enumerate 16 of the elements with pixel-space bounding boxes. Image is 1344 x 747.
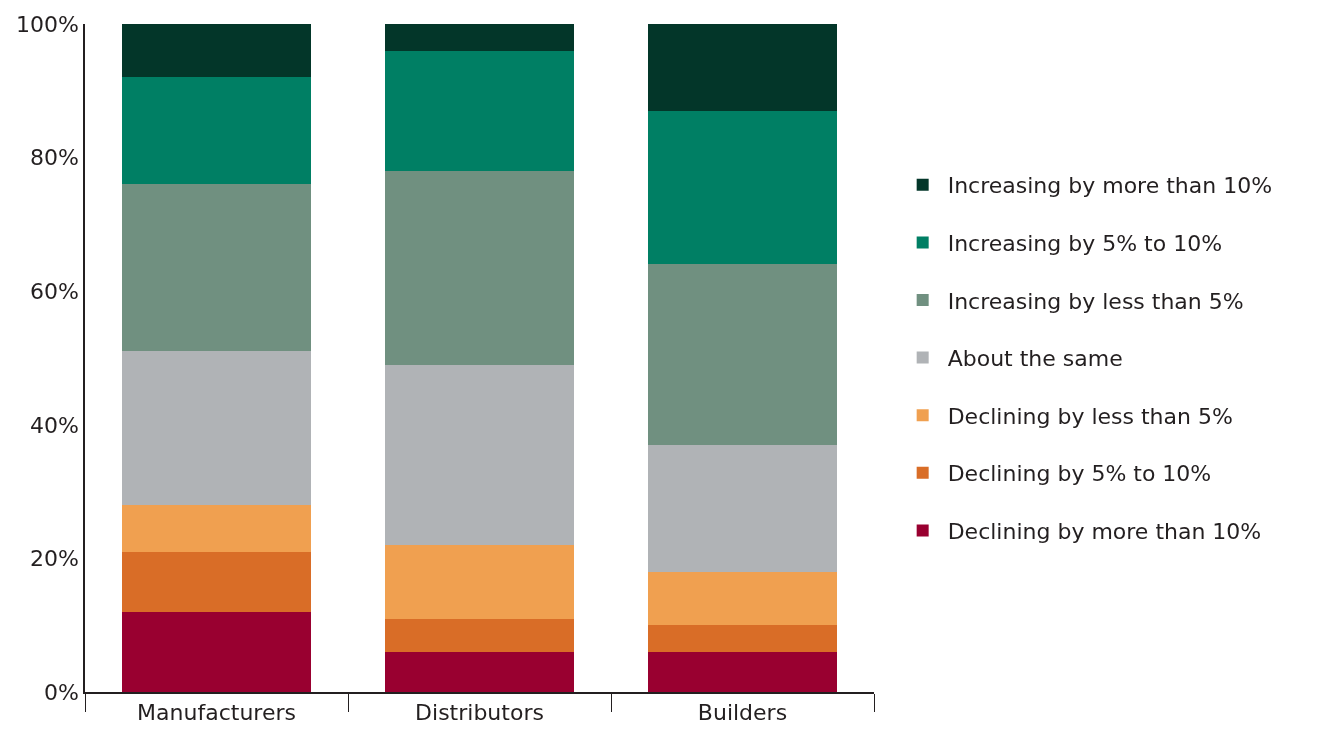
legend-label: Increasing by less than 5% [947, 288, 1244, 314]
x-tick-label: Distributors [415, 700, 544, 726]
legend-label: Increasing by more than 10% [947, 173, 1273, 199]
x-tick-label: Manufacturers [137, 700, 296, 726]
y-tick-label: 80% [29, 145, 79, 171]
legend-label: Declining by less than 5% [947, 403, 1233, 429]
legend-label: Declining by more than 10% [947, 518, 1262, 544]
y-tick-label: 100% [15, 11, 79, 37]
legend-label: About the same [947, 346, 1123, 372]
y-tick-label: 20% [29, 546, 79, 572]
legend-label: Declining by 5% to 10% [947, 461, 1212, 487]
y-tick-label: 0% [43, 679, 79, 705]
y-tick-label: 60% [29, 278, 79, 304]
y-tick-label: 40% [29, 412, 79, 438]
x-tick-label: Builders [697, 700, 788, 726]
legend-label: Increasing by 5% to 10% [947, 230, 1223, 256]
